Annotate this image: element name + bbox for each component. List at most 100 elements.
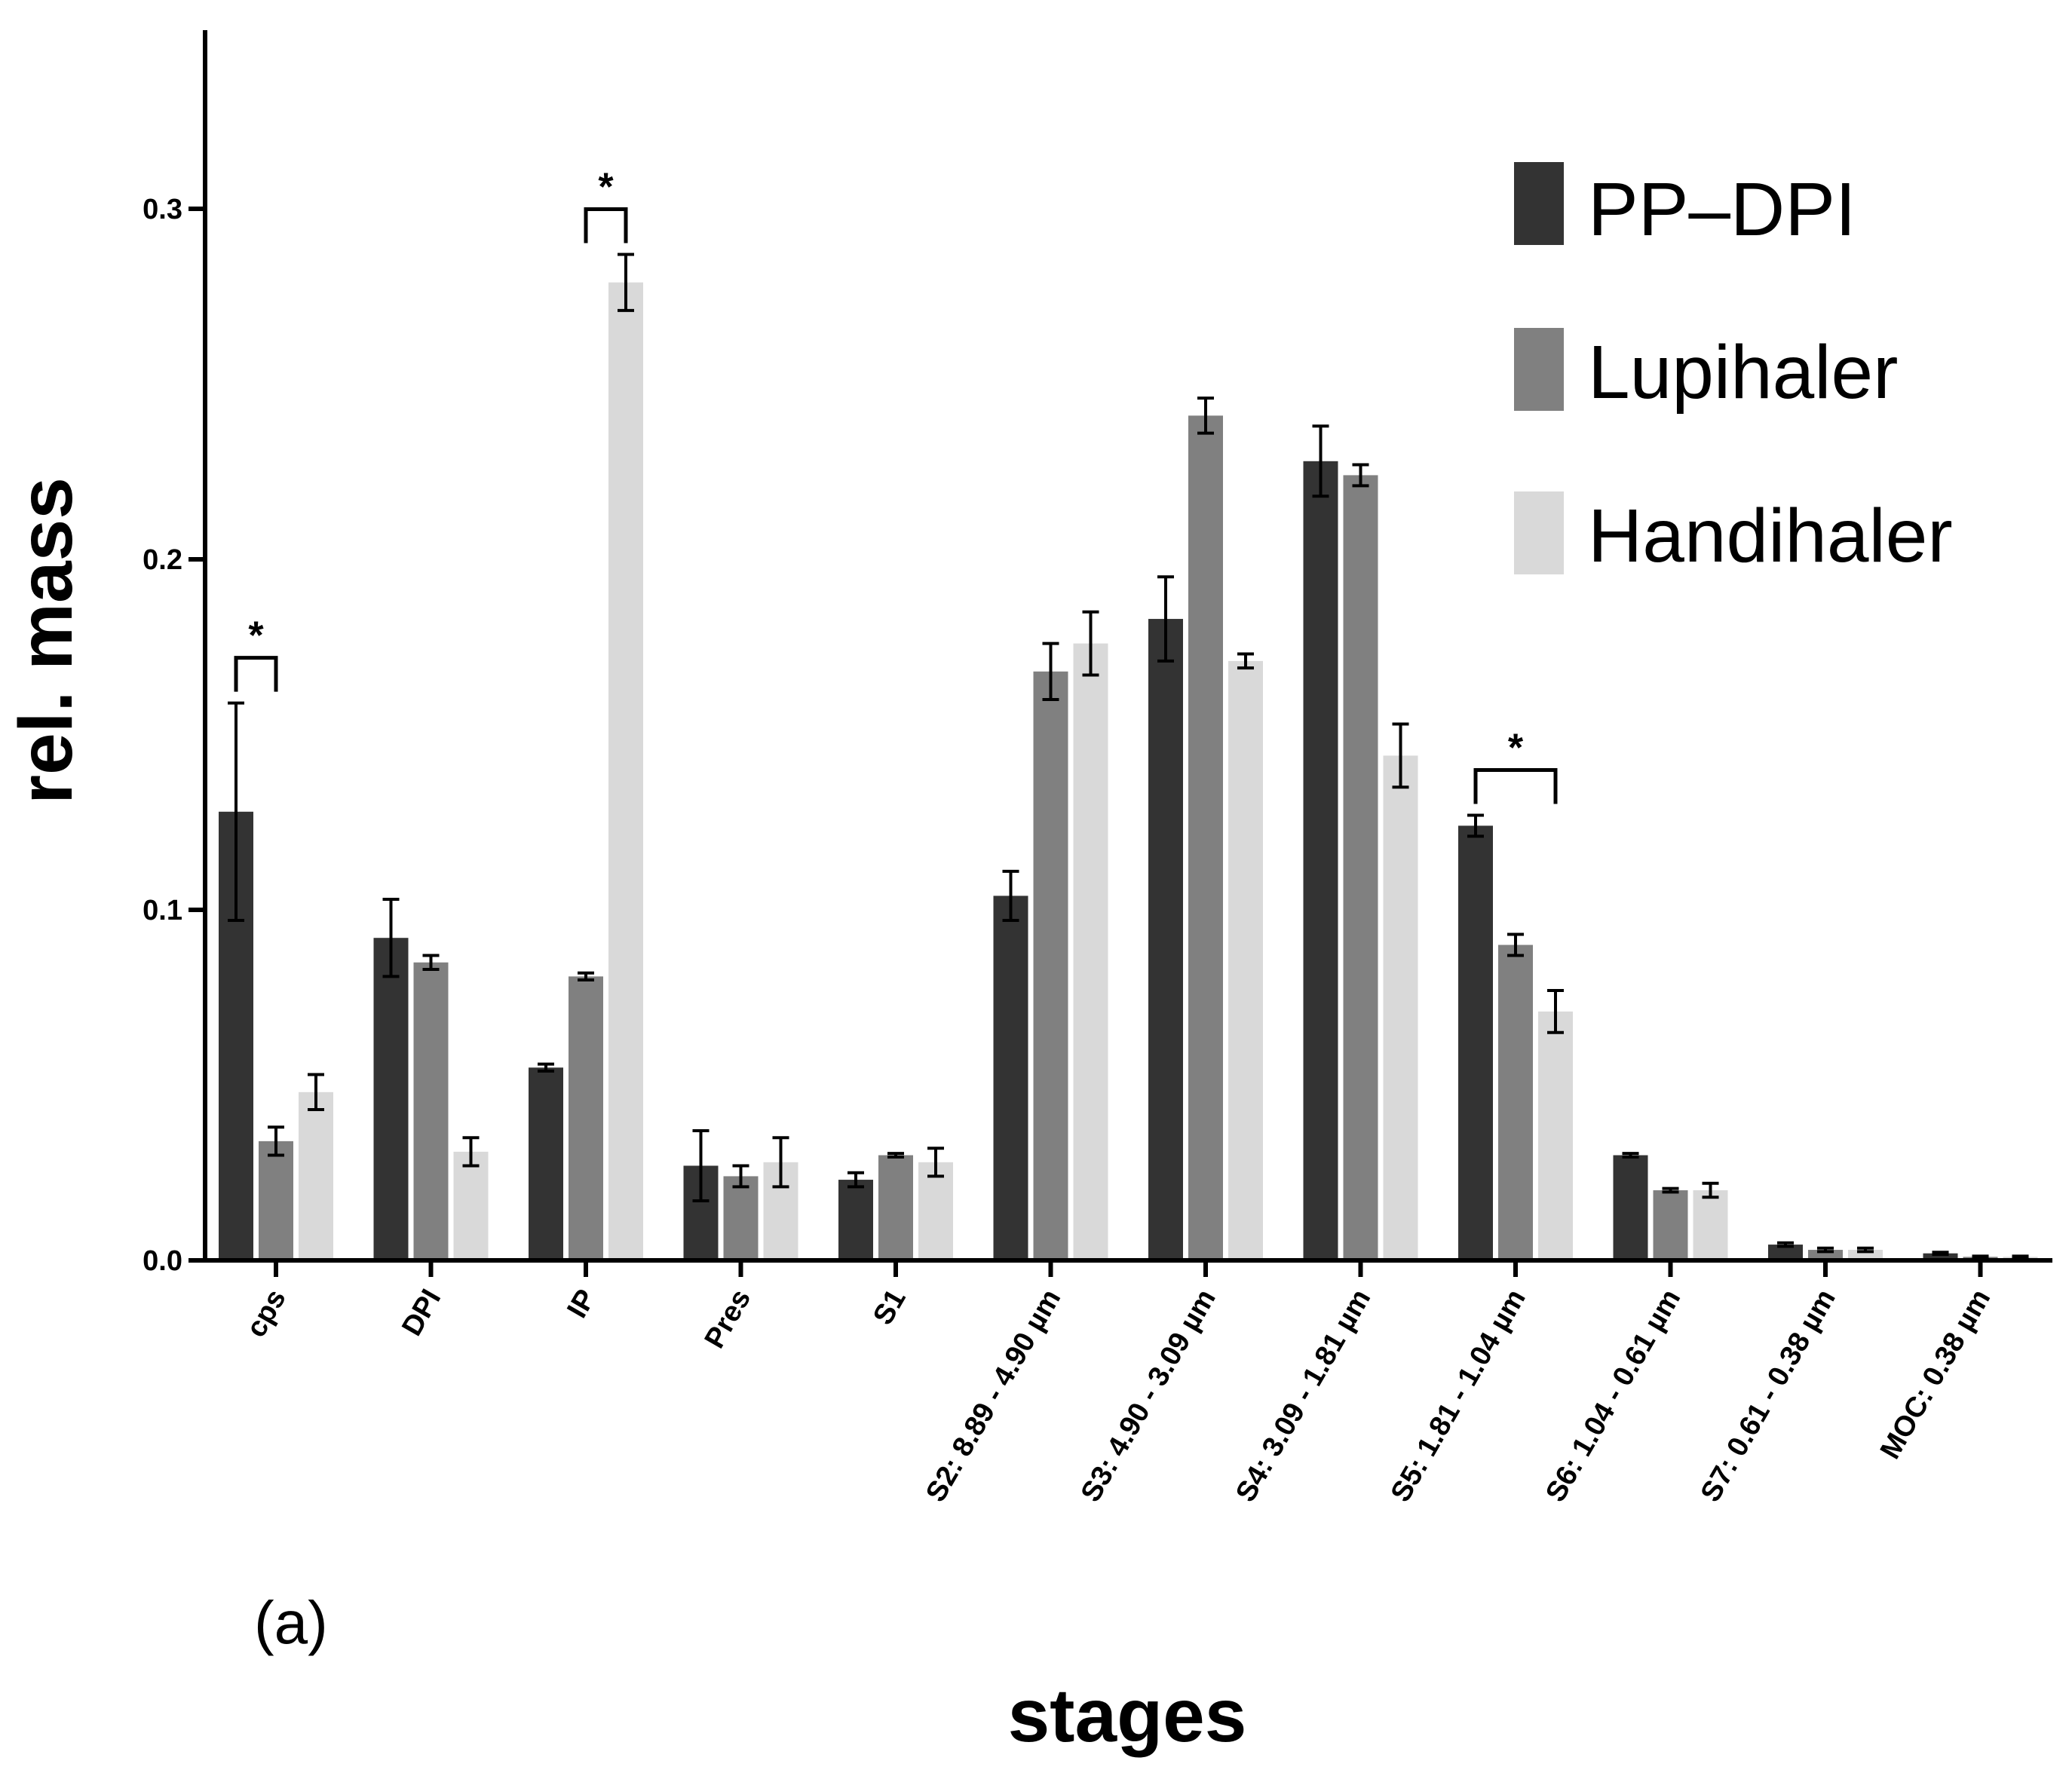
significance-star: * [598,165,614,209]
y-tick-label: 0.1 [143,895,182,926]
bar-lupihaler-s4-3-09-1-81-m [1343,475,1378,1260]
bars-layer [219,253,2038,1260]
error-bar-lupihaler-s4-3-09-1-81-m [1352,463,1369,488]
error-bar-pp-dpi-s5-1-81-1-04-m [1467,813,1484,838]
bar-lupihaler-s7-0-61-0-38-m [1808,1250,1843,1260]
bar-lupihaler-s1 [878,1155,913,1260]
x-tick-label-dpi: DPI [396,1284,447,1342]
error-bar-handihaler-s3-4-90-3-09-m [1237,652,1254,670]
error-bar-pp-dpi-s3-4-90-3-09-m [1157,575,1174,663]
significance-star: * [1508,726,1524,770]
bar-pp-dpi-s5-1-81-1-04-m [1458,825,1493,1260]
significance-bracket-cps: * [234,614,278,692]
y-axis-label: rel. mass [4,477,88,804]
error-bar-lupihaler-s5-1-81-1-04-m [1507,932,1524,957]
error-bar-lupihaler-s2-8-89-4-90-m [1042,641,1059,701]
error-bar-handihaler-s6-1-04-0-61-m [1702,1181,1719,1199]
error-bar-handihaler-pres [772,1136,789,1189]
bar-pp-dpi-s2-8-89-4-90-m [993,896,1028,1260]
legend-swatch-lupihaler [1514,328,1564,411]
bar-pp-dpi-s6-1-04-0-61-m [1613,1155,1648,1260]
x-tick-label-ip: IP [561,1284,602,1324]
x-tick-label-s1: S1 [867,1284,912,1330]
error-bar-pp-dpi-moc-0-38-m [1932,1251,1949,1257]
bar-lupihaler-cps [259,1141,293,1260]
bar-handihaler-s5-1-81-1-04-m [1538,1011,1573,1260]
y-tick-label: 0.3 [143,194,182,225]
x-tick-label-moc-0-38-m: MOC: 0.38 µm [1874,1284,1997,1465]
x-tick-label-s3-4-90-3-09-m: S3: 4.90 - 3.09 µm [1075,1284,1222,1508]
significance-bracket-ip: * [584,165,628,243]
error-bar-lupihaler-ip [578,971,594,981]
bar-lupihaler-s2-8-89-4-90-m [1033,671,1068,1260]
bar-handihaler-s6-1-04-0-61-m [1693,1190,1728,1260]
error-bar-pp-dpi-s2-8-89-4-90-m [1002,869,1019,922]
significance-star: * [248,614,264,658]
x-tick-label-s7-0-61-0-38-m: S7: 0.61 - 0.38 µm [1695,1284,1842,1508]
error-bar-pp-dpi-pres [692,1128,710,1202]
error-bar-handihaler-cps [308,1073,324,1112]
bar-lupihaler-dpi [413,962,449,1260]
bar-handihaler-s1 [918,1162,953,1260]
bar-handihaler-cps [299,1092,333,1260]
bar-pp-dpi-s7-0-61-0-38-m [1768,1245,1803,1260]
bar-lupihaler-pres [723,1176,759,1260]
bar-lupihaler-s6-1-04-0-61-m [1653,1190,1688,1260]
x-tick-label-cps: cps [241,1284,293,1343]
bar-pp-dpi-moc-0-38-m [1923,1253,1958,1260]
error-bar-pp-dpi-s1 [847,1171,864,1189]
bar-handihaler-s3-4-90-3-09-m [1228,660,1263,1260]
error-bar-lupihaler-s6-1-04-0-61-m [1662,1186,1679,1194]
error-bar-handihaler-s2-8-89-4-90-m [1082,610,1099,677]
x-tick-label-s6-1-04-0-61-m: S6: 1.04 - 0.61 µm [1540,1284,1687,1508]
x-axis-label: stages [1008,1673,1247,1758]
bar-pp-dpi-dpi [373,938,409,1260]
bar-lupihaler-ip [569,976,603,1260]
bar-lupihaler-s3-4-90-3-09-m [1188,415,1223,1260]
x-ticks: cps DPI IP Pres S1 S2: 8.89 - 4.90 µm S3: 4.90… [241,1260,1997,1508]
error-bar-pp-dpi-cps [228,701,244,922]
error-bar-handihaler-s1 [927,1147,944,1178]
y-ticks: 0.0 0.1 0.2 0.3 [143,194,205,1277]
legend-swatch-pp-dpi [1514,162,1564,245]
x-tick-label-s4-3-09-1-81-m: S4: 3.09 - 1.81 µm [1230,1284,1377,1508]
legend-label-handihaler: Handihaler [1588,494,1953,578]
error-bar-pp-dpi-s4-3-09-1-81-m [1312,424,1329,498]
error-bar-pp-dpi-dpi [382,898,400,978]
axes [203,30,2052,1263]
bar-handihaler-s4-3-09-1-81-m [1383,755,1418,1260]
error-bar-handihaler-moc-0-38-m [2012,1254,2029,1260]
y-tick-label: 0.2 [143,544,182,576]
x-tick-label-s5-1-81-1-04-m: S5: 1.81 - 1.04 µm [1385,1284,1532,1508]
error-bar-handihaler-s5-1-81-1-04-m [1547,988,1564,1034]
legend-label-pp-dpi: PP–DPI [1588,167,1856,252]
error-bar-lupihaler-s1 [887,1152,904,1159]
bar-pp-dpi-s1 [838,1180,873,1260]
bar-lupihaler-s5-1-81-1-04-m [1498,945,1533,1260]
panel-label: (a) [254,1589,328,1656]
error-bar-pp-dpi-s7-0-61-0-38-m [1777,1241,1794,1248]
error-bar-handihaler-s7-0-61-0-38-m [1857,1246,1874,1254]
bar-pp-dpi-ip [529,1067,563,1260]
significance-bracket-s5-1-81-1-04-m: * [1473,726,1558,804]
error-bar-lupihaler-pres [732,1164,749,1189]
legend: PP–DPI Lupihaler Handihaler [1514,162,1953,578]
bar-handihaler-ip [608,282,643,1260]
error-bar-handihaler-s4-3-09-1-81-m [1392,722,1409,789]
bar-handihaler-s7-0-61-0-38-m [1848,1250,1883,1260]
legend-label-lupihaler: Lupihaler [1588,330,1898,415]
bar-pp-dpi-s4-3-09-1-81-m [1303,461,1338,1260]
error-bar-lupihaler-cps [268,1125,284,1157]
error-bar-lupihaler-dpi [422,954,440,972]
x-tick-label-s2-8-89-4-90-m: S2: 8.89 - 4.90 µm [920,1284,1067,1508]
bar-handihaler-dpi [453,1151,489,1260]
error-bar-handihaler-ip [618,253,634,312]
error-bar-handihaler-dpi [462,1136,480,1168]
y-tick-label: 0.0 [143,1245,182,1277]
error-bar-pp-dpi-s6-1-04-0-61-m [1622,1152,1639,1159]
bar-handihaler-s2-8-89-4-90-m [1073,643,1108,1260]
error-bar-lupihaler-s7-0-61-0-38-m [1817,1246,1834,1254]
legend-swatch-handihaler [1514,491,1564,574]
x-tick-label-pres: Pres [699,1284,758,1354]
